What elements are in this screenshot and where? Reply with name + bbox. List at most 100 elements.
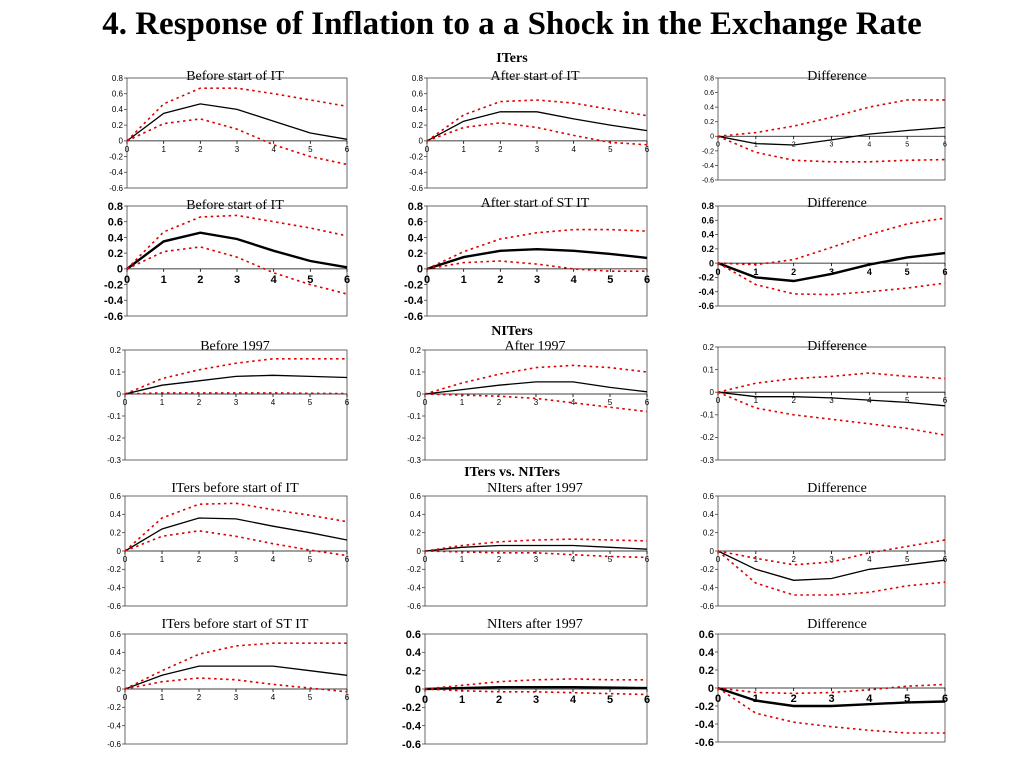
y-tick-label: 0 <box>710 134 714 141</box>
y-tick-label: 0.6 <box>112 90 124 99</box>
x-tick-label: 3 <box>534 555 539 564</box>
x-tick-label: 2 <box>197 274 203 286</box>
upper-band-line <box>424 538 648 552</box>
y-tick-label: -0.2 <box>407 565 421 574</box>
x-tick-label: 1 <box>461 145 466 154</box>
irf-chart-3: 0.80.60.40.20-0.2-0.4-0.60 1 2 3 4 5 6 <box>104 201 350 323</box>
y-tick-label: -0.2 <box>695 701 714 713</box>
x-tick-label: 2 <box>497 398 502 407</box>
y-tick-label: -0.1 <box>700 411 714 420</box>
y-tick-label: -0.4 <box>407 583 421 592</box>
y-tick-label: 0.6 <box>406 629 421 641</box>
y-tick-label: -0.2 <box>107 703 121 712</box>
panel-title-10: NIters after 1997 <box>487 481 583 496</box>
y-tick-label: 0.2 <box>110 528 122 537</box>
x-tick-label: 1 <box>161 145 166 154</box>
y-tick-label: 0.4 <box>703 510 715 519</box>
upper-band-line <box>426 99 648 142</box>
y-tick-label: -0.2 <box>700 433 714 442</box>
upper-band-line <box>717 683 946 695</box>
x-tick-label: 3 <box>829 267 834 277</box>
upper-band-line <box>124 358 347 395</box>
point-estimate-line <box>426 247 648 271</box>
y-tick-label: -0.1 <box>407 412 421 421</box>
x-tick-label: 0 <box>123 398 128 407</box>
plot-frame <box>717 77 946 181</box>
y-tick-label: -0.4 <box>402 721 422 733</box>
lower-band-line <box>124 392 348 395</box>
irf-chart-9: 0.60.40.20-0.2-0.4-0.60 1 2 3 4 5 6 <box>107 492 350 611</box>
y-tick-label: 0.2 <box>412 121 424 130</box>
y-tick-label: 0.8 <box>108 201 123 213</box>
y-tick-label: 0.4 <box>410 510 422 519</box>
y-tick-label: -0.6 <box>107 740 121 749</box>
x-tick-label: 5 <box>608 145 613 154</box>
upper-band-line <box>424 364 648 395</box>
y-tick-label: -0.6 <box>104 311 123 323</box>
x-tick-label: 2 <box>791 267 796 277</box>
x-tick-label: 6 <box>345 693 350 702</box>
y-tick-label: -0.4 <box>702 163 714 170</box>
y-tick-label: -0.6 <box>109 184 123 193</box>
x-tick-label: 1 <box>460 398 465 407</box>
x-tick-label: 2 <box>498 145 503 154</box>
plot-frame <box>124 349 348 461</box>
x-tick-label: 2 <box>791 396 796 405</box>
irf-chart-2: 0.80.60.40.20-0.2-0.4-0.60 1 2 3 4 5 6 <box>702 75 947 184</box>
x-tick-label: 2 <box>496 694 502 706</box>
y-tick-label: -0.3 <box>407 456 421 465</box>
x-tick-label: 2 <box>197 693 202 702</box>
y-tick-label: -0.6 <box>702 177 714 184</box>
lower-band-line <box>717 135 946 163</box>
y-tick-label: 0.2 <box>701 244 714 254</box>
y-tick-label: 0.4 <box>406 647 422 659</box>
x-tick-label: 1 <box>754 396 759 405</box>
x-tick-label: 3 <box>235 145 240 154</box>
y-tick-label: 0.6 <box>108 217 123 229</box>
panel-title-1: After start of IT <box>490 69 580 84</box>
upper-band-line <box>717 217 946 266</box>
upper-band-line <box>126 214 348 270</box>
panel-title-11: Difference <box>807 481 867 496</box>
point-estimate-line <box>717 126 946 146</box>
x-tick-label: 5 <box>308 555 313 564</box>
x-tick-label: 0 <box>423 555 428 564</box>
point-estimate-line <box>124 517 348 552</box>
y-tick-label: -0.6 <box>404 311 423 323</box>
y-tick-label: -0.3 <box>107 456 121 465</box>
irf-chart-14: 0.60.40.20-0.2-0.4-0.60 1 2 3 4 5 6 <box>695 629 948 749</box>
x-tick-label: 2 <box>197 398 202 407</box>
point-estimate-line <box>426 111 648 142</box>
panel-title-2: Difference <box>807 69 867 84</box>
y-tick-label: 0.2 <box>110 666 122 675</box>
panel-title-0: Before start of IT <box>186 69 284 84</box>
x-tick-label: 4 <box>570 694 577 706</box>
lower-band-line <box>717 687 945 734</box>
y-tick-label: 0 <box>417 390 422 399</box>
lower-band-line <box>717 391 946 436</box>
x-tick-label: 6 <box>645 555 650 564</box>
point-estimate-line <box>424 686 648 691</box>
x-tick-label: 4 <box>571 398 576 407</box>
y-tick-label: 0 <box>119 137 124 146</box>
y-tick-label: -0.2 <box>109 152 123 161</box>
panel-title-5: Difference <box>807 196 867 211</box>
y-tick-label: 0.6 <box>704 90 714 97</box>
upper-band-line <box>124 642 347 690</box>
x-tick-label: 5 <box>905 555 910 564</box>
y-tick-label: 0.4 <box>704 105 714 112</box>
x-tick-label: 0 <box>125 145 130 154</box>
y-tick-label: -0.2 <box>107 434 121 443</box>
plot-frame <box>426 77 648 189</box>
panel-title-12: ITers before start of ST IT <box>161 617 309 632</box>
x-tick-label: 0 <box>716 396 721 405</box>
y-tick-label: -0.6 <box>107 602 121 611</box>
x-tick-label: 4 <box>271 274 278 286</box>
x-tick-label: 3 <box>234 555 239 564</box>
y-tick-label: 0.1 <box>110 368 122 377</box>
y-tick-label: 0.6 <box>408 217 423 229</box>
x-tick-label: 3 <box>829 396 834 405</box>
lower-band-line <box>717 550 946 596</box>
y-tick-label: -0.6 <box>409 184 423 193</box>
irf-chart-6: 0.20.10-0.1-0.2-0.30 1 2 3 4 5 6 <box>107 346 350 465</box>
